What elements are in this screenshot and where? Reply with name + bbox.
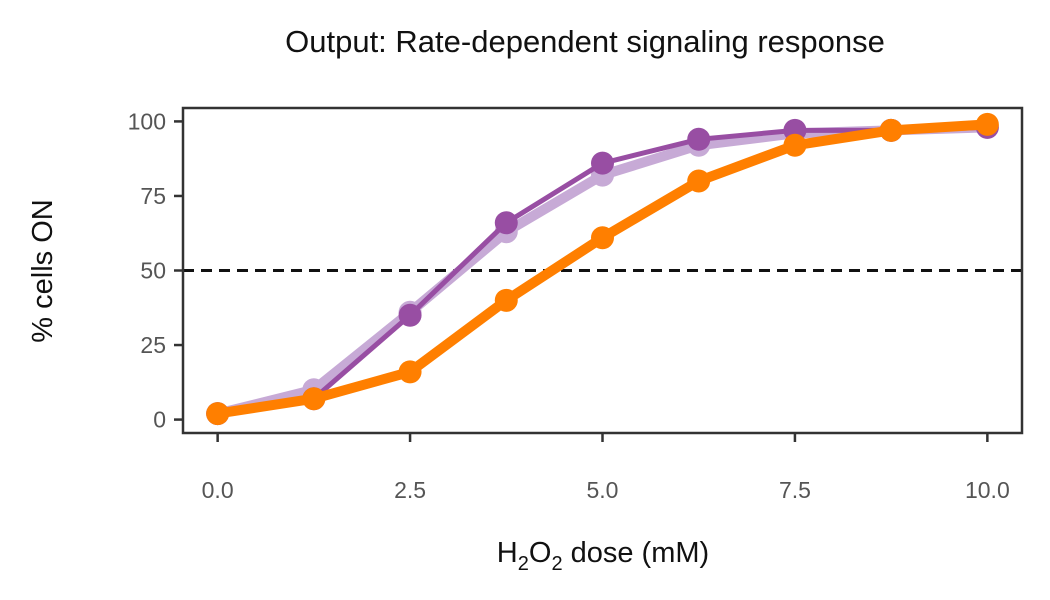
series-3-point: [975, 112, 999, 136]
y-tick-label: 0: [153, 407, 166, 433]
series-3-point: [687, 169, 711, 193]
chart-title: Output: Rate-dependent signaling respons…: [285, 24, 885, 59]
series-2-point: [494, 211, 518, 235]
series-3-point: [783, 133, 807, 157]
x-label-prefix: H: [497, 537, 518, 569]
series-2-point: [591, 151, 614, 175]
x-label-suffix: dose (mM): [563, 537, 710, 569]
ticks-layer: 0.0 2.5 5.0 7.5 10.0 0 25 50 75 100: [128, 108, 1010, 503]
x-tick-label: 0.0: [202, 477, 234, 503]
series-3-point: [591, 226, 614, 250]
plot-area: [181, 106, 1024, 435]
y-tick-label: 50: [140, 258, 166, 284]
series-layer: [206, 112, 999, 426]
x-axis-label: H2O2 dose (mM): [497, 537, 709, 575]
y-axis-label: % cells ON: [27, 199, 59, 342]
series-3-point: [879, 118, 903, 142]
x-tick-label: 5.0: [587, 477, 619, 503]
x-label-subscript-1: 2: [518, 553, 529, 575]
x-label-subscript-2: 2: [551, 553, 562, 575]
series-3: [206, 112, 999, 426]
series-3-point: [398, 360, 422, 384]
y-tick-label: 100: [128, 108, 166, 134]
series-2-point: [687, 127, 711, 151]
x-tick-label: 7.5: [779, 477, 811, 503]
series-3-point: [302, 387, 326, 411]
series-3-point: [494, 288, 518, 312]
x-tick-label: 10.0: [965, 477, 1010, 503]
series-3-point: [206, 402, 230, 426]
y-tick-label: 75: [140, 183, 166, 209]
x-tick-label: 2.5: [394, 477, 426, 503]
series-2-point: [398, 303, 422, 327]
y-tick-label: 25: [140, 332, 166, 358]
x-label-mid: O: [529, 537, 552, 569]
